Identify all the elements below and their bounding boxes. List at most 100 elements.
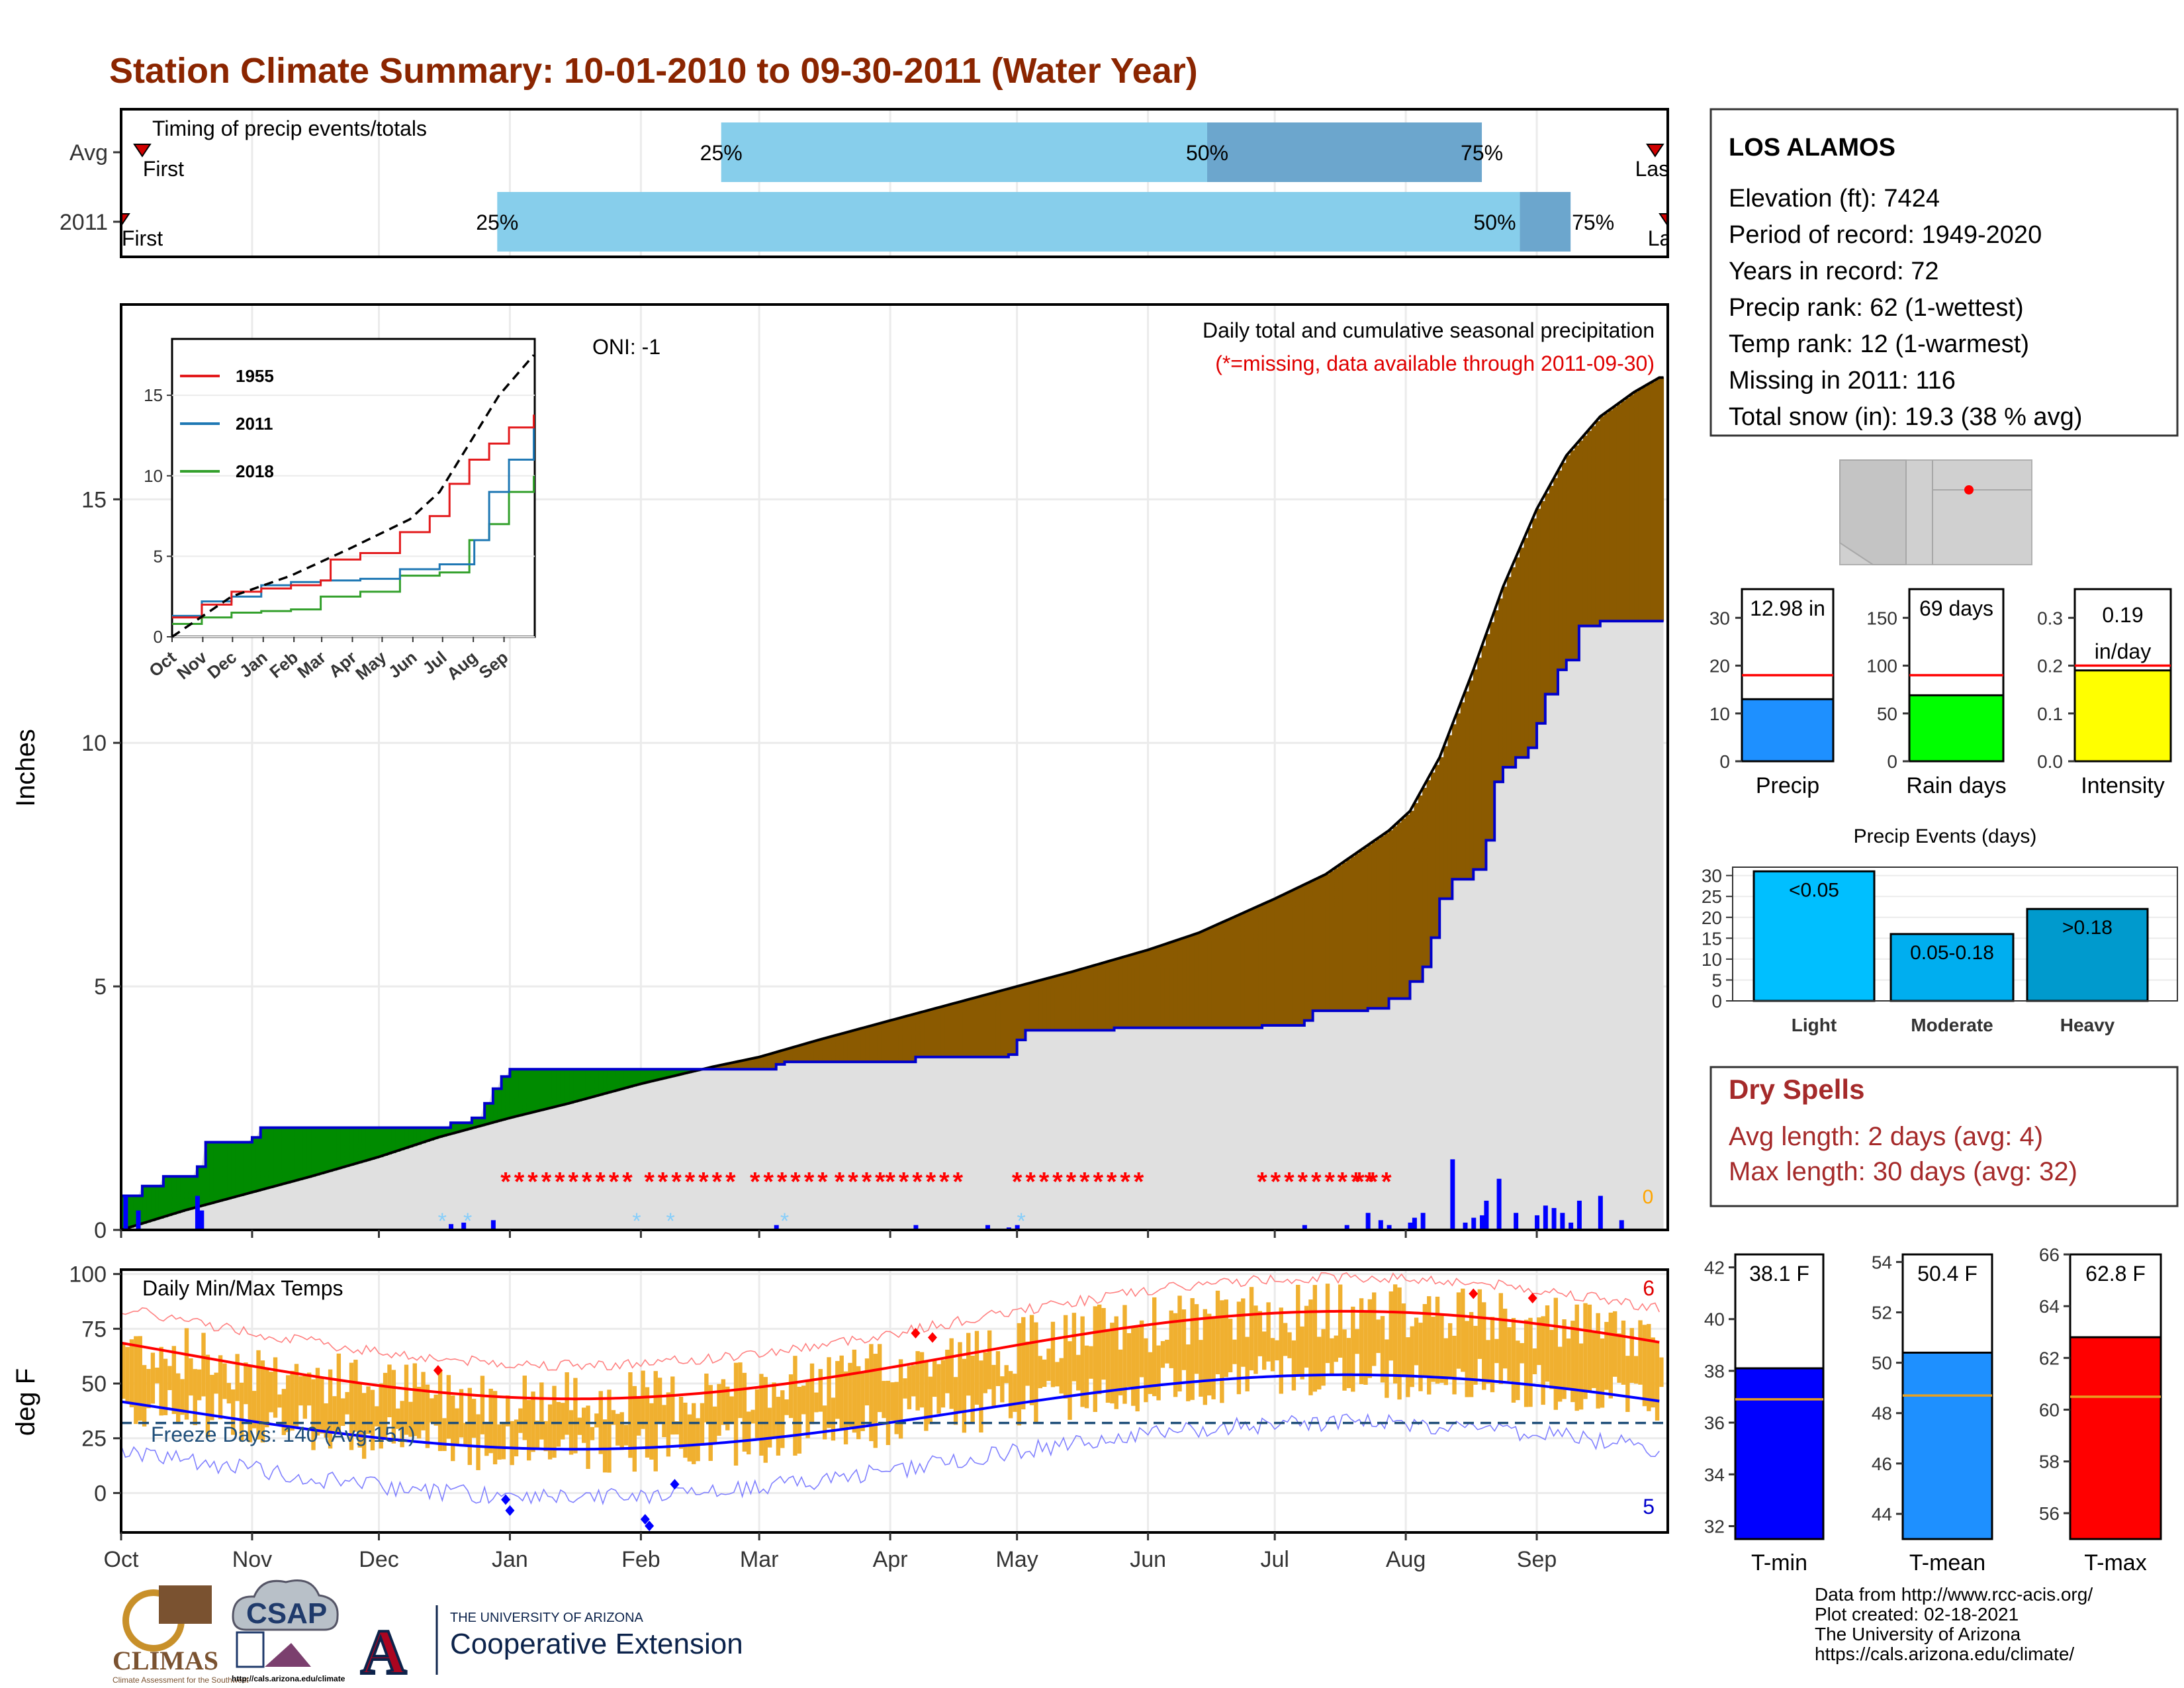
daily-temp-bar xyxy=(1038,1356,1042,1389)
y-tick-label: 58 xyxy=(2039,1452,2060,1472)
daily-precip-bar xyxy=(985,1225,990,1230)
y-tick-label: 48 xyxy=(1872,1403,1892,1424)
daily-temp-bar xyxy=(1418,1323,1423,1391)
y-tick-label: 25 xyxy=(1702,886,1722,907)
daily-temp-bar xyxy=(433,1394,438,1426)
daily-precip-bar xyxy=(1387,1225,1392,1230)
daily-temp-bar xyxy=(1482,1302,1486,1390)
daily-temp-bar xyxy=(907,1366,912,1409)
daily-temp-bar xyxy=(873,1354,878,1448)
daily-temp-bar xyxy=(1388,1291,1393,1361)
daily-temp-bar xyxy=(396,1408,400,1429)
event-category-label: Heavy xyxy=(2060,1015,2115,1035)
y-tick-label: 20 xyxy=(1709,656,1730,677)
missing-marker: * xyxy=(1311,1167,1322,1196)
daily-temp-bar xyxy=(1385,1339,1389,1398)
timing-25-label: 25% xyxy=(476,211,518,234)
daily-precip-bar xyxy=(1598,1196,1603,1230)
daily-precip-bar xyxy=(1543,1205,1548,1230)
y-tick-label: 34 xyxy=(1704,1464,1725,1485)
daily-temp-bar xyxy=(772,1382,776,1438)
daily-temp-bar xyxy=(1604,1321,1609,1390)
precip-y-axis-label: Inches xyxy=(11,729,40,807)
daily-temp-bar xyxy=(797,1386,802,1454)
daily-precip-bar xyxy=(1378,1220,1383,1230)
missing-marker: * xyxy=(912,1167,923,1196)
daily-precip-bar xyxy=(1471,1217,1477,1230)
daily-temp-bar xyxy=(602,1419,608,1473)
daily-temp-bar xyxy=(1068,1341,1072,1420)
daily-temp-bar xyxy=(940,1360,946,1408)
missing-marker: * xyxy=(1324,1167,1335,1196)
missing-marker: * xyxy=(622,1167,633,1196)
daily-temp-bar xyxy=(1456,1292,1461,1369)
bar-category-label: T-min xyxy=(1751,1550,1807,1575)
daily-temp-bar xyxy=(1118,1349,1123,1395)
snow-marker: * xyxy=(632,1209,641,1234)
daily-temp-bar xyxy=(306,1372,312,1406)
record-low-count: 5 xyxy=(1643,1495,1655,1519)
missing-marker: * xyxy=(763,1167,774,1196)
events-title: Precip Events (days) xyxy=(1854,825,2037,847)
daily-temp-bar xyxy=(1186,1344,1191,1401)
daily-temp-bar xyxy=(1101,1307,1106,1380)
last-event-marker xyxy=(1645,144,1664,158)
missing-marker: * xyxy=(1052,1167,1063,1196)
daily-temp-bar xyxy=(1050,1321,1056,1387)
daily-temp-bar xyxy=(1469,1312,1474,1397)
daily-temp-bar xyxy=(945,1349,950,1393)
daily-temp-bar xyxy=(1465,1321,1469,1397)
daily-temp-bar xyxy=(1367,1299,1373,1378)
daily-temp-bar xyxy=(586,1405,590,1470)
missing-marker: * xyxy=(1271,1167,1281,1196)
daily-temp-bar xyxy=(214,1372,218,1394)
daily-temp-bar xyxy=(341,1398,345,1427)
daily-temp-bar xyxy=(809,1363,815,1425)
daily-temp-bar xyxy=(637,1397,641,1436)
daily-temp-bar xyxy=(273,1357,278,1418)
missing-marker: * xyxy=(541,1167,552,1196)
daily-temp-bar xyxy=(898,1359,903,1439)
daily-temp-bar xyxy=(611,1410,616,1425)
daily-temp-bar xyxy=(1330,1338,1334,1376)
daily-precip-bar xyxy=(1450,1159,1455,1230)
missing-marker: * xyxy=(514,1167,525,1196)
y-tick-label: 32 xyxy=(1704,1516,1725,1536)
daily-temp-bar xyxy=(958,1342,962,1413)
daily-temp-bar xyxy=(1338,1284,1343,1358)
timing-panel-label: Timing of precip events/totals xyxy=(152,117,427,140)
dry-spells-box: Dry Spells Avg length: 2 days (avg: 4) Max… xyxy=(1709,1066,2179,1207)
daily-temp-bar xyxy=(1612,1311,1617,1377)
daily-temp-bar xyxy=(349,1362,354,1450)
missing-marker: * xyxy=(1368,1167,1379,1196)
daily-temp-bar xyxy=(1376,1319,1381,1353)
daily-temp-bar xyxy=(281,1389,287,1435)
station-detail: Total snow (in): 19.3 (38 % avg) xyxy=(1729,403,2082,431)
event-bar xyxy=(2026,908,2149,1002)
station-detail: Temp rank: 12 (1-warmest) xyxy=(1729,330,2029,358)
daily-temp-bar xyxy=(666,1392,671,1457)
daily-temp-bar xyxy=(1275,1340,1279,1361)
daily-temp-bar xyxy=(167,1366,172,1391)
daily-temp-bar xyxy=(692,1403,696,1464)
daily-temp-bar xyxy=(869,1344,874,1442)
daily-temp-bar xyxy=(1004,1365,1009,1383)
daily-temp-bar xyxy=(163,1358,168,1415)
state-arizona xyxy=(1839,459,1907,565)
footer-line: The University of Arizona xyxy=(1815,1624,2021,1644)
daily-temp-bar xyxy=(379,1383,383,1449)
bar-category-label: T-mean xyxy=(1909,1550,1985,1575)
missing-marker: * xyxy=(899,1167,909,1196)
missing-marker: * xyxy=(1134,1167,1144,1196)
daily-temp-bar xyxy=(1013,1374,1017,1412)
record-low-marker xyxy=(640,1514,650,1525)
daily-temp-bar xyxy=(412,1363,417,1436)
daily-temp-bar xyxy=(1076,1354,1081,1391)
missing-marker: * xyxy=(1354,1167,1365,1196)
daily-temp-bar xyxy=(577,1417,582,1435)
snow-count: 0 xyxy=(1643,1186,1654,1208)
y-tick-label: 150 xyxy=(1866,608,1897,628)
daily-temp-bar xyxy=(1262,1331,1267,1370)
daily-temp-bar xyxy=(1431,1317,1435,1382)
daily-temp-bar xyxy=(1427,1296,1432,1395)
